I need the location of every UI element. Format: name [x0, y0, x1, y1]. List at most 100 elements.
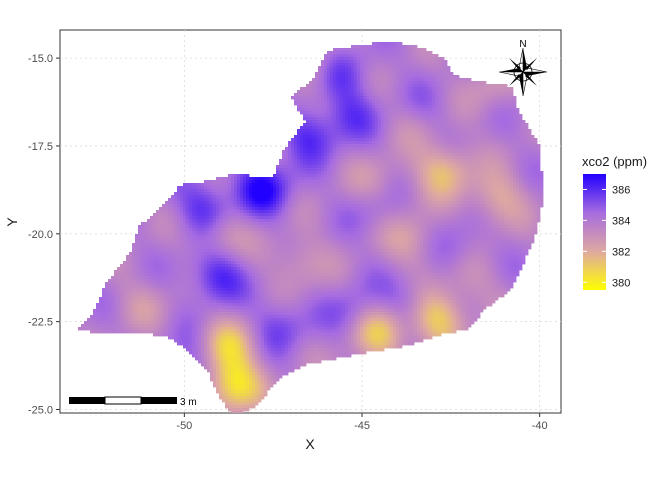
- heatmap-cell: [153, 213, 157, 217]
- heatmap-cell: [327, 144, 331, 148]
- heatmap-cell: [246, 402, 250, 406]
- heatmap-cell: [312, 102, 316, 106]
- heatmap-cell: [297, 252, 301, 256]
- heatmap-cell: [270, 375, 274, 379]
- heatmap-cell: [210, 345, 214, 349]
- heatmap-cell: [318, 135, 322, 139]
- heatmap-cell: [159, 222, 163, 226]
- heatmap-cell: [171, 207, 175, 211]
- heatmap-cell: [285, 369, 289, 373]
- heatmap-cell: [243, 294, 247, 298]
- heatmap-cell: [291, 339, 295, 343]
- heatmap-cell: [309, 303, 313, 307]
- heatmap-cell: [252, 351, 256, 355]
- heatmap-cell: [120, 282, 124, 286]
- heatmap-cell: [114, 330, 118, 334]
- heatmap-cell: [240, 369, 244, 373]
- heatmap-cell: [228, 387, 232, 391]
- heatmap-cell: [291, 237, 295, 241]
- heatmap-cell: [189, 225, 193, 229]
- heatmap-cell: [255, 321, 259, 325]
- heatmap-cell: [159, 210, 163, 214]
- heatmap-cell: [183, 267, 187, 271]
- heatmap-cell: [297, 327, 301, 331]
- heatmap-cell: [237, 216, 241, 220]
- heatmap-cell: [297, 300, 301, 304]
- heatmap-cell: [225, 315, 229, 319]
- heatmap-cell: [93, 312, 97, 316]
- heatmap-cell: [222, 291, 226, 295]
- heatmap-cell: [327, 351, 331, 355]
- heatmap-cell: [270, 330, 274, 334]
- heatmap-cell: [156, 279, 160, 283]
- heatmap-cell: [216, 336, 220, 340]
- heatmap-cell: [231, 348, 235, 352]
- heatmap-cell: [285, 159, 289, 163]
- heatmap-cell: [291, 261, 295, 265]
- heatmap-cell: [216, 198, 220, 202]
- heatmap-cell: [276, 276, 280, 280]
- heatmap-cell: [321, 63, 325, 67]
- heatmap-cell: [333, 273, 337, 277]
- heatmap-cell: [252, 327, 256, 331]
- heatmap-cell: [249, 213, 253, 217]
- heatmap-cell: [282, 258, 286, 262]
- heatmap-cell: [228, 231, 232, 235]
- heatmap-cell: [225, 300, 229, 304]
- heatmap-cell: [207, 357, 211, 361]
- heatmap-cell: [165, 324, 169, 328]
- heatmap-cell: [303, 288, 307, 292]
- heatmap-cell: [324, 246, 328, 250]
- heatmap-cell: [138, 225, 142, 229]
- heatmap-cell: [318, 291, 322, 295]
- heatmap-cell: [288, 216, 292, 220]
- heatmap-cell: [333, 291, 337, 295]
- heatmap-cell: [153, 306, 157, 310]
- heatmap-cell: [204, 321, 208, 325]
- heatmap-cell: [108, 294, 112, 298]
- heatmap-cell: [288, 321, 292, 325]
- heatmap-cell: [318, 357, 322, 361]
- heatmap-cell: [135, 321, 139, 325]
- heatmap-cell: [120, 330, 124, 334]
- heatmap-cell: [258, 210, 262, 214]
- heatmap-cell: [192, 309, 196, 313]
- heatmap-cell: [312, 150, 316, 154]
- heatmap-cell: [312, 147, 316, 151]
- heatmap-cell: [333, 357, 337, 361]
- heatmap-cell: [174, 255, 178, 259]
- heatmap-cell: [195, 261, 199, 265]
- heatmap-cell: [240, 243, 244, 247]
- heatmap-cell: [288, 309, 292, 313]
- heatmap-cell: [171, 201, 175, 205]
- heatmap-cell: [249, 249, 253, 253]
- heatmap-cell: [318, 252, 322, 256]
- heatmap-cell: [243, 354, 247, 358]
- heatmap-cell: [138, 327, 142, 331]
- heatmap-cell: [288, 159, 292, 163]
- heatmap-cell: [201, 234, 205, 238]
- heatmap-cell: [234, 393, 238, 397]
- heatmap-cell: [246, 174, 250, 178]
- heatmap-cell: [84, 324, 88, 328]
- heatmap-cell: [234, 324, 238, 328]
- heatmap-cell: [252, 348, 256, 352]
- heatmap-cell: [213, 369, 217, 373]
- heatmap-cell: [297, 225, 301, 229]
- heatmap-cell: [324, 99, 328, 103]
- heatmap-cell: [276, 258, 280, 262]
- heatmap-cell: [216, 300, 220, 304]
- heatmap-cell: [264, 204, 268, 208]
- heatmap-cell: [276, 282, 280, 286]
- heatmap-cell: [264, 333, 268, 337]
- heatmap-cell: [312, 270, 316, 274]
- heatmap-cell: [213, 303, 217, 307]
- heatmap-cell: [162, 258, 166, 262]
- heatmap-cell: [225, 396, 229, 400]
- heatmap-cell: [246, 261, 250, 265]
- heatmap-cell: [255, 354, 259, 358]
- heatmap-cell: [312, 294, 316, 298]
- heatmap-cell: [234, 402, 238, 406]
- heatmap-cell: [201, 351, 205, 355]
- heatmap-cell: [309, 243, 313, 247]
